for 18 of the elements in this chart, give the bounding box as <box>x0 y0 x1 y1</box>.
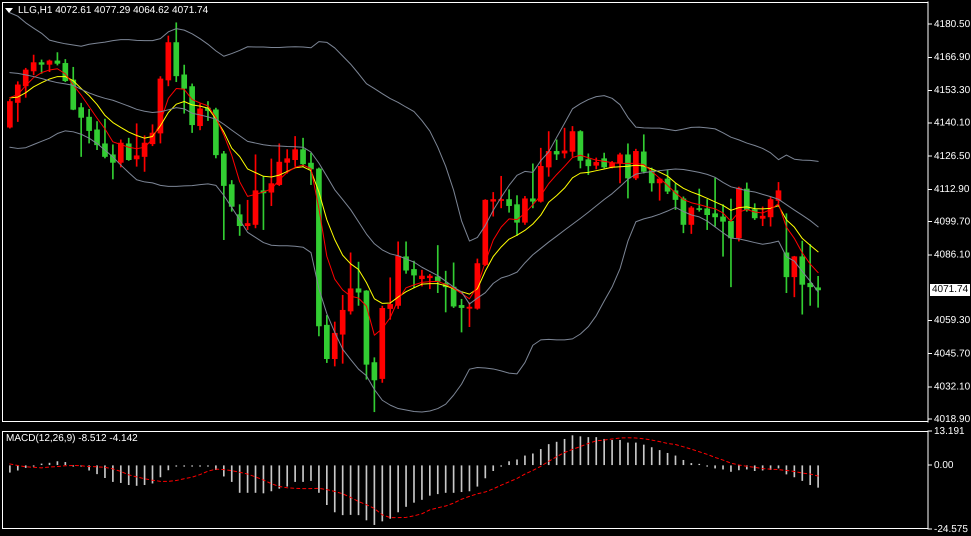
chart-title: LLG,H1 4072.61 4077.29 4064.62 4071.74 <box>18 5 208 16</box>
y-tick-label: -24.575 <box>934 524 968 535</box>
y-tick-label: 4032.10 <box>934 382 971 393</box>
y-tick-label: 4099.70 <box>934 216 971 228</box>
y-tick-label: 4045.70 <box>934 348 971 360</box>
y-tick-label: 4112.90 <box>934 184 970 196</box>
y-tick-label: 0.00 <box>934 460 954 471</box>
y-tick-label: 4153.30 <box>934 85 971 96</box>
y-tick-label: 4180.50 <box>934 18 971 30</box>
y-tick-label: 4018.90 <box>934 414 971 425</box>
y-tick-label: 4140.10 <box>934 118 971 129</box>
y-tick-label: 4126.50 <box>934 150 971 162</box>
y-tick-label: 13.191 <box>934 426 966 437</box>
y-tick-label: 4166.90 <box>934 52 971 63</box>
text: 4071.74 <box>930 284 970 296</box>
chart-title: MACD(12,26,9) -8.512 -4.142 <box>6 433 138 444</box>
y-tick-label: 4059.30 <box>934 315 971 326</box>
y-tick-label: 4086.10 <box>934 250 971 261</box>
